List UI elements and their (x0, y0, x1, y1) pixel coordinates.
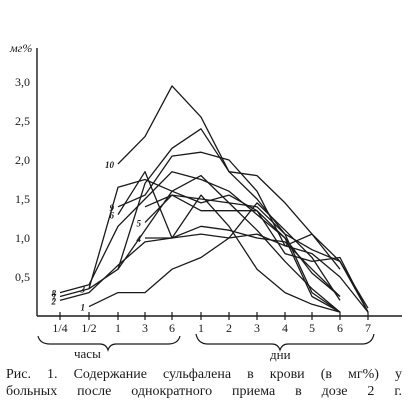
x-tick-label: 7 (365, 321, 371, 335)
series-label: 2 (51, 296, 57, 306)
y-tick-labels: 0,5 1,0 1,5 2,0 2,5 3,0 (15, 75, 30, 284)
series-line-4 (145, 202, 341, 301)
series-line-2 (59, 225, 341, 302)
series-label: 1 (81, 303, 86, 313)
series-line-9 (117, 151, 341, 270)
y-tick-label: 2,5 (15, 114, 30, 128)
y-tick-label: 1,0 (15, 231, 30, 245)
x-tick-label: 1/2 (81, 321, 96, 335)
series-line-8 (59, 171, 341, 297)
series-label: 10 (105, 160, 115, 170)
series-lines (59, 85, 369, 313)
x-tick-label: 3 (142, 321, 148, 335)
series-labels: 1 2 3 4 5 6 78 9 10 (51, 160, 142, 313)
chart: мг% 0,51,01,52,02,53,0 1/4 1/2 1 3 6 1 2 3 4 5 6 7 … (9, 41, 402, 362)
x-tick-label: 2 (226, 321, 232, 335)
series-line-12 (144, 194, 369, 313)
group-label-hours: часы (74, 346, 101, 361)
series-label: 7 (52, 293, 57, 303)
x-tick-labels: 1/4 1/2 1 3 6 1 2 3 4 5 6 7 (52, 312, 371, 335)
x-tick-label: 1 (198, 321, 204, 335)
series-label: 5 (137, 218, 142, 228)
series-line-11 (117, 128, 369, 309)
x-tick-label: 4 (282, 321, 288, 335)
axes (36, 48, 402, 317)
y-tick-label: 1,5 (15, 192, 30, 206)
series-label: 8 (52, 289, 57, 299)
days-bracket (195, 333, 375, 352)
x-tick-label: 6 (337, 321, 343, 335)
x-tick-label: 5 (309, 321, 315, 335)
series-line-6 (117, 171, 341, 313)
y-tick-label: 2,0 (15, 153, 30, 167)
x-tick-label: 1/4 (52, 321, 67, 335)
x-tick-label: 3 (254, 321, 260, 335)
hours-bracket (37, 335, 181, 352)
series-label: 6 (110, 211, 115, 221)
caption-line-1: Рис. 1. Содержание сульфалена в крови (в… (6, 367, 402, 382)
series-label: 4 (136, 234, 142, 244)
series-line-7 (59, 178, 369, 313)
series-line-5 (144, 194, 341, 313)
y-tick-label: 0,5 (15, 270, 30, 284)
x-tick-label: 1 (115, 321, 121, 335)
caption-line-2: больных после однократного приема в дозе… (6, 384, 402, 399)
group-brackets (37, 333, 375, 352)
y-axis-label: мг% (9, 41, 32, 55)
group-label-days: дни (270, 347, 291, 362)
series-line-3 (88, 174, 341, 313)
y-tick-label: 3,0 (15, 75, 30, 89)
series-line-10 (117, 85, 341, 313)
figure-caption: Рис. 1. Содержание сульфалена в крови (в… (6, 366, 402, 400)
x-tick-label: 6 (169, 321, 175, 335)
series-label: 3 (80, 285, 86, 295)
series-label: 9 (110, 203, 115, 213)
